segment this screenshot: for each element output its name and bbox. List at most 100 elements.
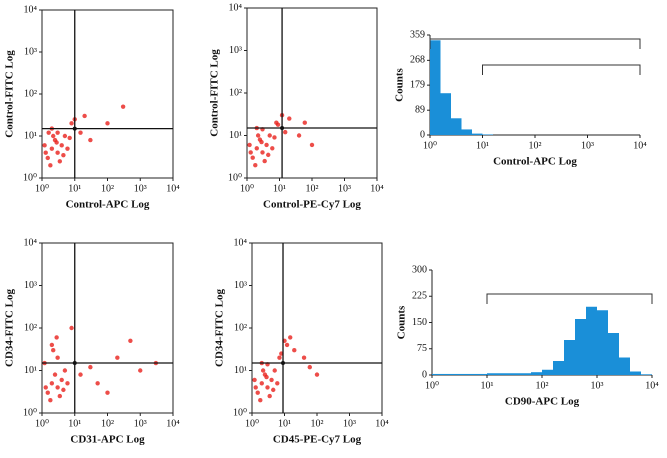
- event-dot: [62, 133, 68, 139]
- event-dot: [61, 152, 66, 158]
- event-dot: [272, 368, 277, 373]
- gate-center: [72, 126, 77, 131]
- event-dot: [51, 133, 56, 139]
- panel: 10⁰ 10¹ 10² 10³ 10⁴ 0 75 150 225 300 CD90-APC Log C…: [396, 264, 660, 407]
- event-dot: [254, 146, 259, 151]
- event-dot: [95, 381, 100, 386]
- y-tick-label: 10¹: [24, 130, 37, 141]
- x-tick-label: 10³: [338, 183, 351, 194]
- x-tick-label: 10³: [134, 183, 147, 194]
- event-dot: [54, 335, 59, 340]
- event-dot: [307, 364, 312, 370]
- event-dot: [55, 355, 60, 360]
- x-tick-label: 10⁴: [166, 183, 180, 194]
- event-dot: [78, 130, 83, 135]
- histogram-bar: [531, 372, 542, 375]
- x-axis-label: CD45-PE-Cy7 Log: [273, 434, 362, 446]
- x-tick-label: 10³: [343, 418, 356, 429]
- y-tick-label: 10³: [229, 45, 242, 56]
- x-axis-label: Control-APC Log: [66, 199, 150, 211]
- histogram-bar: [443, 373, 455, 375]
- event-dot: [259, 139, 264, 145]
- y-tick-label: 10³: [234, 280, 247, 291]
- histogram-bar: [597, 310, 609, 375]
- event-dot: [253, 163, 258, 168]
- histogram-bar: [629, 371, 642, 375]
- plot-frame: [41, 9, 174, 179]
- event-dot: [88, 364, 93, 370]
- event-dot: [253, 385, 258, 390]
- event-dot: [138, 368, 143, 373]
- x-tick-label: 10⁴: [633, 140, 647, 151]
- y-tick-label: 10⁴: [234, 237, 248, 248]
- histogram-bar: [464, 373, 477, 375]
- x-tick-label: 10²: [529, 140, 542, 151]
- event-dot: [49, 342, 55, 348]
- x-tick-label: 10²: [101, 183, 114, 194]
- event-dot: [69, 121, 74, 126]
- gate-bracket: [482, 64, 641, 75]
- event-dot: [48, 163, 53, 168]
- x-tick-label: 10⁴: [370, 183, 384, 194]
- x-tick-label: 10²: [101, 418, 114, 429]
- event-dot: [82, 113, 87, 119]
- panel: 10⁰ 10¹ 10² 10³ 10⁴ 10⁰ 10¹ 10² 10³ 10⁴ Control-PE…: [209, 2, 385, 210]
- y-tick-label: 10²: [229, 87, 242, 98]
- y-tick-label: 10¹: [234, 365, 247, 376]
- y-tick-label: 10⁰: [23, 172, 37, 183]
- x-tick-label: 10³: [581, 140, 594, 151]
- y-tick-label: 10¹: [229, 130, 242, 141]
- event-dot: [59, 377, 64, 383]
- event-dot: [45, 390, 50, 395]
- y-tick-label: 10³: [24, 280, 37, 291]
- histogram-bar: [451, 118, 462, 135]
- y-tick-label: 10²: [234, 322, 247, 333]
- y-tick-label: 0: [420, 129, 425, 140]
- gate-center: [281, 361, 286, 366]
- event-dot: [258, 398, 263, 403]
- gate-bracket: [486, 293, 653, 304]
- x-tick-label: 10²: [306, 183, 319, 194]
- plot-frame: [41, 242, 174, 414]
- event-dot: [301, 355, 307, 360]
- y-tick-label: 10⁴: [24, 4, 38, 15]
- event-dot: [259, 381, 264, 386]
- event-dot: [61, 387, 66, 393]
- x-tick-label: 10⁰: [423, 140, 437, 151]
- y-tick-label: 10⁴: [229, 2, 243, 13]
- event-dot: [62, 368, 68, 373]
- event-dot: [57, 393, 63, 399]
- event-dot: [59, 143, 64, 148]
- event-dot: [284, 342, 290, 348]
- event-dot: [128, 338, 133, 343]
- histogram-bar: [430, 40, 441, 135]
- histogram-bar: [564, 340, 575, 375]
- histogram-bar: [482, 134, 494, 135]
- event-dot: [288, 335, 293, 340]
- event-dot: [69, 325, 74, 331]
- x-axis-label: CD90-APC Log: [505, 396, 580, 408]
- event-dot: [65, 146, 70, 151]
- event-dot: [296, 133, 302, 138]
- x-tick-label: 10⁴: [645, 380, 659, 391]
- event-dot: [269, 377, 274, 383]
- x-tick-label: 10¹: [68, 418, 81, 429]
- event-dot: [272, 135, 277, 140]
- event-dot: [287, 116, 292, 121]
- event-dot: [55, 385, 60, 390]
- event-dot: [88, 137, 93, 143]
- gate-center: [280, 126, 285, 131]
- event-dot: [52, 372, 58, 377]
- panel: 10⁰ 10¹ 10² 10³ 10⁴ 10⁰ 10¹ 10² 10³ 10⁴ Control-AP…: [4, 4, 181, 210]
- x-tick-label: 10⁰: [35, 418, 49, 429]
- event-dot: [51, 348, 56, 353]
- event-dot: [115, 355, 120, 360]
- event-dot: [267, 133, 272, 138]
- x-tick-label: 10⁰: [240, 183, 254, 194]
- event-dot: [309, 142, 315, 148]
- x-tick-label: 10¹: [476, 140, 489, 151]
- y-tick-label: 10¹: [24, 365, 37, 376]
- event-dot: [120, 104, 126, 109]
